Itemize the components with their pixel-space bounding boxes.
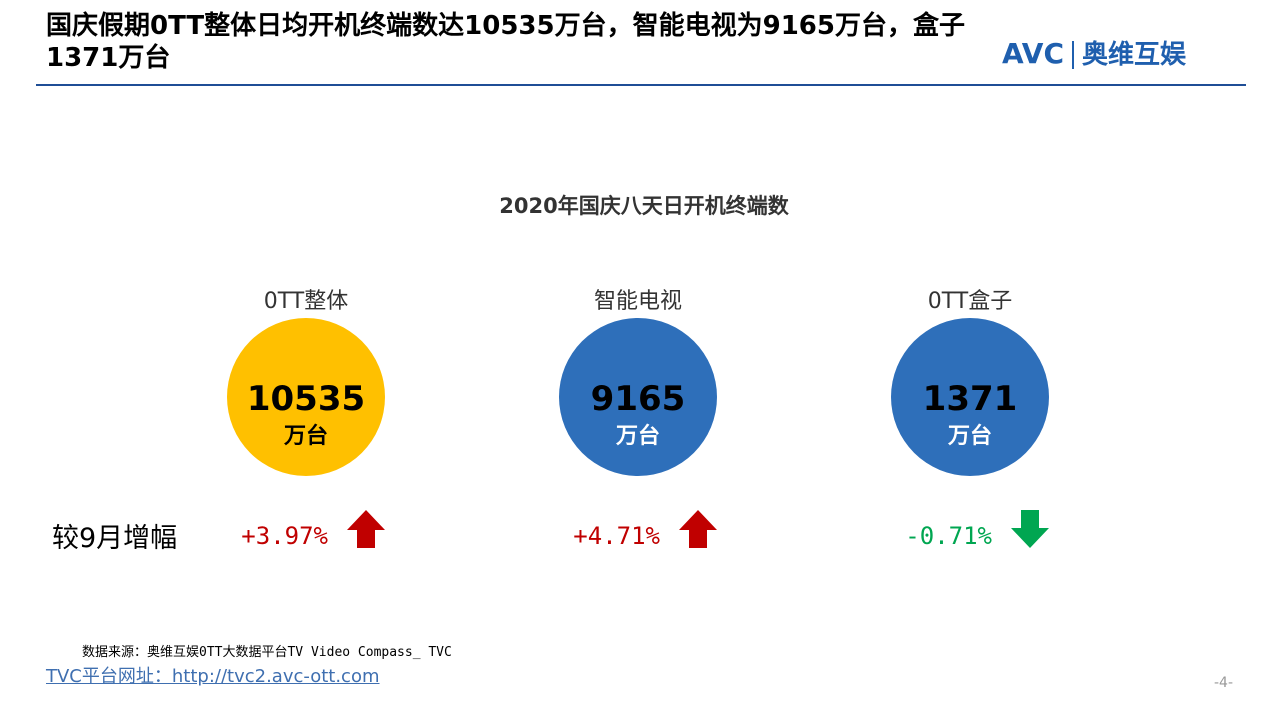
header-rule [36, 84, 1246, 86]
item-value: 9165 [591, 379, 686, 419]
item-name: 0TT整体 [264, 289, 349, 314]
change-value: +4.71% [573, 522, 660, 550]
arrow-up [347, 510, 385, 548]
subtitle: 2020年国庆八天日开机终端数 [499, 194, 789, 218]
change-value: -0.71% [905, 522, 992, 550]
item-name: 智能电视 [594, 289, 682, 314]
logo-mark: AVC [1002, 37, 1064, 70]
arrow-up [679, 510, 717, 548]
item-name: 0TT盒子 [928, 289, 1013, 314]
source-note: 数据来源：奥维互娱0TT大数据平台TV Video Compass_ TVC [82, 645, 452, 660]
item-unit: 万台 [947, 423, 992, 449]
arrow-down [1011, 510, 1049, 548]
logo-separator [1072, 41, 1074, 69]
website-link[interactable]: TVC平台网址：http://tvc2.avc-ott.com [46, 666, 380, 687]
item-unit: 万台 [283, 423, 328, 449]
item-value: 10535 [247, 379, 365, 419]
value-circle [227, 318, 385, 476]
slide-title: 国庆假期0TT整体日均开机终端数达10535万台，智能电视为9165万台，盒子1… [46, 11, 965, 73]
value-circle [559, 318, 717, 476]
page-number: -4- [1214, 675, 1234, 691]
change-value: +3.97% [241, 522, 328, 550]
item-unit: 万台 [615, 423, 660, 449]
logo-brand: 奥维互娱 [1082, 40, 1187, 70]
row-label: 较9月增幅 [52, 523, 178, 554]
logo: AVC 奥维互娱 [1002, 34, 1186, 71]
item-value: 1371 [923, 379, 1018, 419]
value-circle [891, 318, 1049, 476]
